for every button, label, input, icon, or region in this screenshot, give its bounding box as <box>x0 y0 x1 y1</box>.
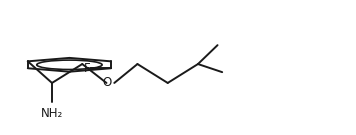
Text: O: O <box>102 76 111 90</box>
Text: F: F <box>83 62 90 75</box>
Text: NH₂: NH₂ <box>41 107 63 120</box>
